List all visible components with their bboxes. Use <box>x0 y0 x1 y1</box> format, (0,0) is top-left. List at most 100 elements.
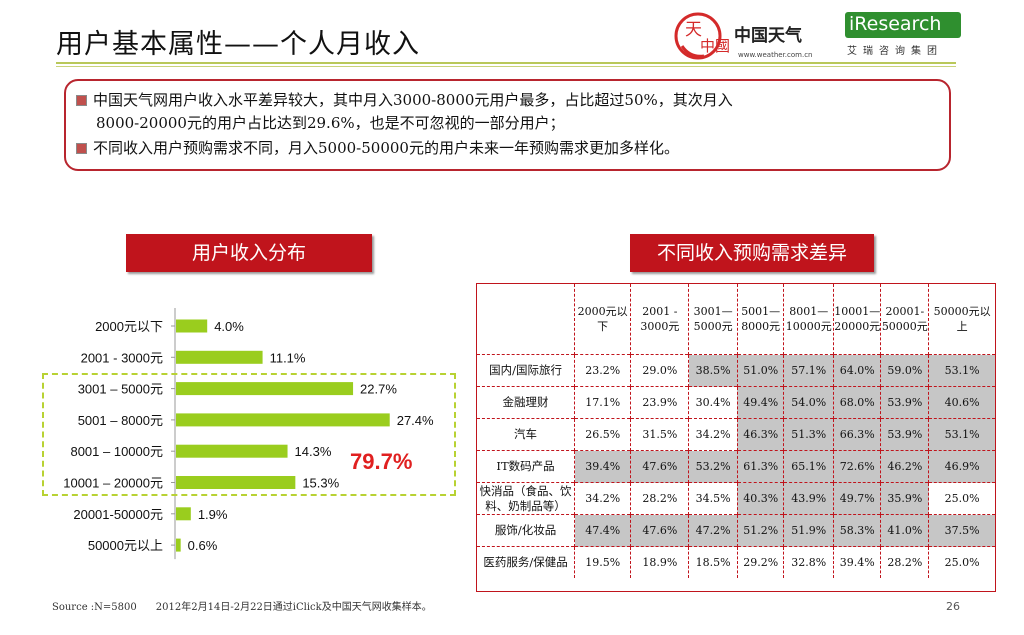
table-cell: 23.9% <box>630 386 689 419</box>
weather-logo-name: 中国天气 <box>734 25 802 46</box>
table-cell: 37.5% <box>928 514 995 547</box>
income-bar-chart: 2000元以下 4.0% 2001 - 3000元 11.1% 3001 – 5000元… <box>63 308 434 560</box>
table-row: 服饰/化妆品 47.4% 47.6% 47.2% 51.2% 51.9% 58.3% 41.0… <box>477 514 995 547</box>
iresearch-subtitle: 艾瑞咨询集团 <box>847 46 943 57</box>
source-note: Source :N=5800 2012年2月14日-2月22日通过iClick及… <box>52 602 432 613</box>
highlight-dashed-box <box>42 373 456 496</box>
table-header-row: 2000元以下 2001 - 3000元 3001—5000元 5001—8000元 8… <box>477 284 995 355</box>
bar-value-label: 27.4% <box>397 413 434 428</box>
category-label: 2000元以下 <box>95 319 163 334</box>
table-cell: 46.2% <box>880 450 929 483</box>
bullet-square-icon <box>76 95 87 106</box>
weather-logo: 天 中國 中国天气 www.weather.com.cn <box>674 8 834 66</box>
highlight-total-label: 79.7% <box>350 449 413 474</box>
row-header: 服饰/化妆品 <box>477 514 575 547</box>
table-cell: 49.7% <box>832 482 881 515</box>
bar-value-label: 15.3% <box>302 476 339 491</box>
table-cell: 51.0% <box>736 354 784 387</box>
table-row: 快消品（食品、饮料、奶制品等） 34.2% 28.2% 34.5% 40.3% 43.9%… <box>477 482 995 515</box>
table-cell: 35.9% <box>880 482 929 515</box>
table-cell: 26.5% <box>574 418 631 451</box>
table-row: 医药服务/保健品 19.5% 18.9% 18.5% 29.2% 32.8% 39.4% 28… <box>477 546 995 578</box>
table-cell: 47.6% <box>630 514 689 547</box>
table-cell: 54.0% <box>783 386 834 419</box>
table-row: IT数码产品 39.4% 47.6% 53.2% 61.3% 65.1% 72.6% 46.2… <box>477 450 995 483</box>
income-bar <box>176 350 263 364</box>
table-row: 国内/国际旅行 23.2% 29.0% 38.5% 51.0% 57.1% 64.0% 59.… <box>477 354 995 387</box>
income-bar <box>176 538 181 552</box>
income-bar <box>176 444 288 458</box>
table-cell: 51.2% <box>736 514 784 547</box>
column-header: 3001—5000元 <box>688 284 738 355</box>
table-cell: 39.4% <box>574 450 631 483</box>
income-bar <box>176 507 191 521</box>
slide-title: 用户基本属性——个人月收入 <box>56 29 420 60</box>
demand-table: 2000元以下 2001 - 3000元 3001—5000元 5001—8000元 8… <box>477 284 995 578</box>
table-cell: 25.0% <box>928 546 995 578</box>
iresearch-logo: iResearch 艾瑞咨询集团 <box>845 12 965 64</box>
income-bar <box>176 476 296 489</box>
bar-value-label: 11.1% <box>270 350 306 365</box>
weather-logo-url: www.weather.com.cn <box>738 51 813 59</box>
table-cell: 39.4% <box>832 546 881 578</box>
column-header: 8001—10000元 <box>783 284 834 355</box>
table-cell: 49.4% <box>736 386 784 419</box>
table-cell: 66.3% <box>832 418 881 451</box>
row-header: 金融理财 <box>477 386 575 419</box>
bar-value-label: 14.3% <box>295 444 332 459</box>
table-cell: 47.4% <box>574 514 631 547</box>
category-label: 3001 – 5000元 <box>78 382 163 397</box>
row-header: 快消品（食品、饮料、奶制品等） <box>477 482 575 515</box>
table-cell: 53.1% <box>928 418 995 451</box>
table-cell: 41.0% <box>880 514 929 547</box>
table-cell: 68.0% <box>832 386 881 419</box>
table-corner-cell <box>477 284 575 355</box>
summary-bullet-2: 不同收入用户预购需求不同，月入5000-50000元的用户未来一年预购需求更加多… <box>76 137 679 160</box>
table-cell: 64.0% <box>832 354 881 387</box>
table-cell: 53.9% <box>880 386 929 419</box>
summary-line-1: 中国天气网用户收入水平差异较大，其中月入3000-8000元用户最多，占比超过5… <box>93 91 733 109</box>
table-cell: 23.2% <box>574 354 631 387</box>
table-cell: 29.2% <box>736 546 784 578</box>
summary-line-2: 8000-20000元的用户占比达到29.6%，也是不可忽视的一部分用户； <box>96 114 565 132</box>
income-bar <box>176 319 208 333</box>
table-cell: 40.6% <box>928 386 995 419</box>
logo-seal-text: 中國 <box>700 37 730 55</box>
category-label: 8001 – 10000元 <box>70 444 163 459</box>
table-cell: 19.5% <box>574 546 631 578</box>
column-header: 2000元以下 <box>574 284 631 355</box>
summary-bullet-1: 中国天气网用户收入水平差异较大，其中月入3000-8000元用户最多，占比超过5… <box>76 89 733 112</box>
title-divider <box>56 62 956 64</box>
table-cell: 25.0% <box>928 482 995 515</box>
category-label: 20001-50000元 <box>73 507 163 522</box>
row-header: 国内/国际旅行 <box>477 354 575 387</box>
table-cell: 53.9% <box>880 418 929 451</box>
table-cell: 65.1% <box>783 450 834 483</box>
column-header: 5001—8000元 <box>736 284 784 355</box>
category-label: 2001 - 3000元 <box>81 350 163 365</box>
category-label: 50000元以上 <box>88 538 163 553</box>
svg-text:天: 天 <box>685 20 702 40</box>
table-cell: 72.6% <box>832 450 881 483</box>
table-cell: 31.5% <box>630 418 689 451</box>
table-cell: 38.5% <box>688 354 738 387</box>
income-distribution-title: 用户收入分布 <box>126 234 372 272</box>
table-cell: 57.1% <box>783 354 834 387</box>
table-cell: 58.3% <box>832 514 881 547</box>
table-cell: 53.1% <box>928 354 995 387</box>
column-header: 2001 - 3000元 <box>630 284 689 355</box>
table-cell: 30.4% <box>688 386 738 419</box>
table-cell: 53.2% <box>688 450 738 483</box>
column-header: 10001—20000元 <box>832 284 881 355</box>
bar-value-label: 22.7% <box>360 382 397 397</box>
bar-value-label: 0.6% <box>188 538 218 553</box>
table-cell: 61.3% <box>736 450 784 483</box>
table-cell: 47.6% <box>630 450 689 483</box>
table-cell: 32.8% <box>783 546 834 578</box>
row-header: 汽车 <box>477 418 575 451</box>
table-cell: 34.5% <box>688 482 738 515</box>
income-bar <box>176 382 354 396</box>
page-number: 26 <box>946 600 960 613</box>
table-row: 金融理财 17.1% 23.9% 30.4% 49.4% 54.0% 68.0% 53.9% 4… <box>477 386 995 419</box>
category-label: 5001 – 8000元 <box>78 413 163 428</box>
